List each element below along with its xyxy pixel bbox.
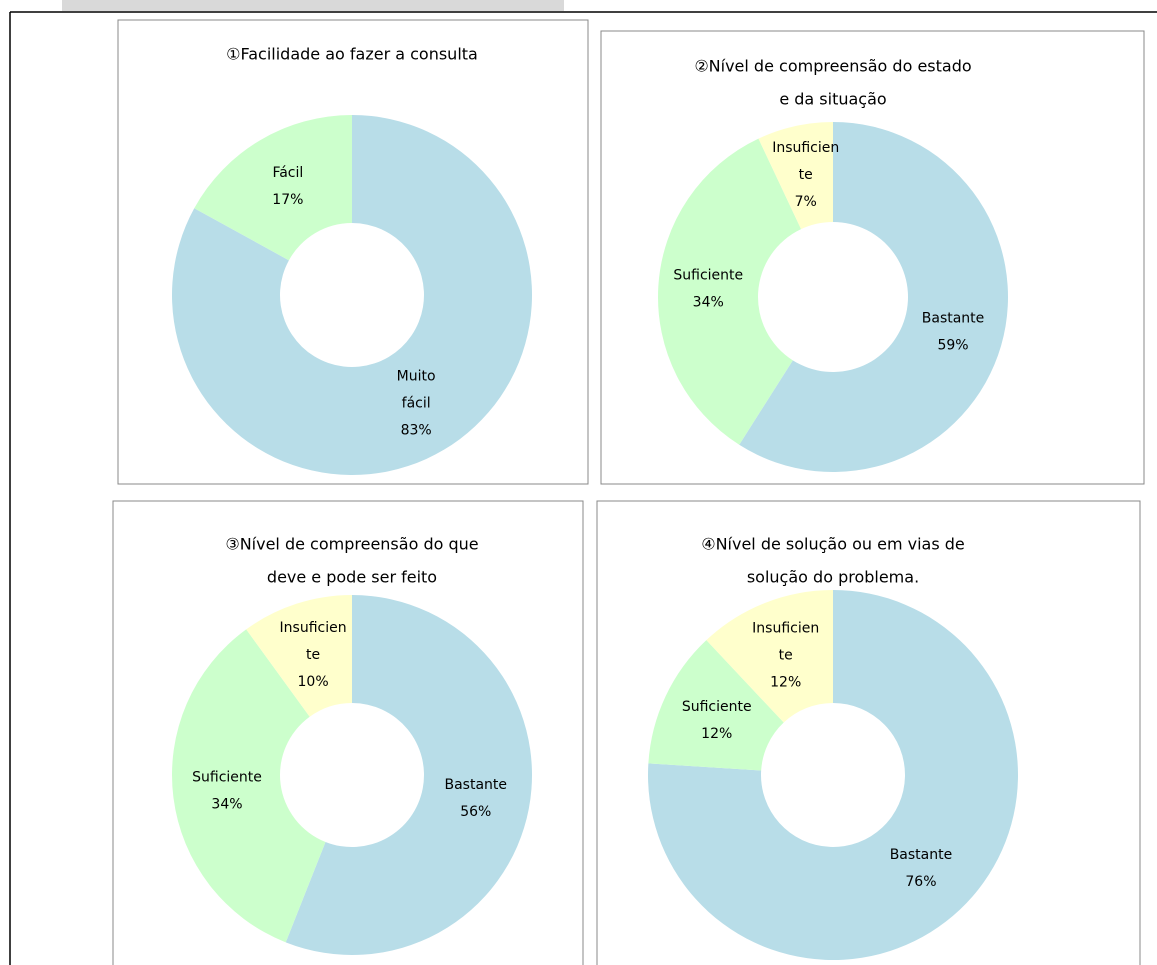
slice-label: Bastante	[890, 847, 953, 863]
slice-label: Suficiente	[192, 769, 262, 785]
value-label: 7%	[795, 194, 817, 210]
donut-slice	[648, 590, 1018, 960]
donut-slice	[285, 595, 532, 955]
chart-title: solução do problema.	[747, 568, 919, 587]
slice-label: Muito	[397, 368, 436, 384]
value-label: 56%	[460, 804, 491, 820]
chart-title: ②Nível de compreensão do estado	[694, 57, 971, 76]
chart-title: ①Facilidade ao fazer a consulta	[226, 45, 478, 64]
slice-label: Fácil	[272, 165, 303, 181]
value-label: 12%	[770, 675, 801, 691]
slice-label: Insuficien	[280, 620, 347, 636]
chart-title: ③Nível de compreensão do que	[225, 535, 478, 554]
donut-slice	[758, 122, 833, 230]
slice-label: Suficiente	[673, 268, 743, 284]
donut-slice	[739, 122, 1008, 472]
slice-label: Bastante	[922, 310, 985, 326]
slice-label: Insuficien	[752, 621, 819, 637]
donut-slice	[172, 629, 326, 943]
slice-label: Bastante	[445, 777, 508, 793]
slice-label: te	[799, 167, 813, 183]
value-label: 17%	[272, 192, 303, 208]
value-label: 12%	[701, 726, 732, 742]
donut-slice	[648, 640, 784, 771]
slice-label: fácil	[402, 395, 431, 411]
donut-slice	[194, 114, 352, 261]
value-label: 59%	[937, 337, 968, 353]
slice-label: te	[779, 648, 793, 664]
value-label: 34%	[693, 295, 724, 311]
header-strip	[62, 0, 564, 11]
slice-label: te	[306, 647, 320, 663]
value-label: 34%	[211, 796, 242, 812]
donut-slice	[246, 595, 352, 717]
chart-title: deve e pode ser feito	[267, 568, 437, 587]
chart-title: e da situação	[779, 90, 886, 109]
value-label: 10%	[298, 674, 329, 690]
chart-title: ④Nível de solução ou em vias de	[701, 535, 965, 554]
slice-label: Insuficien	[772, 140, 839, 156]
value-label: 83%	[401, 422, 432, 438]
donut-slice	[657, 138, 802, 445]
donut-slice	[706, 590, 833, 723]
donut-slice	[172, 115, 532, 476]
value-label: 76%	[905, 874, 936, 890]
slice-label: Suficiente	[682, 699, 752, 715]
